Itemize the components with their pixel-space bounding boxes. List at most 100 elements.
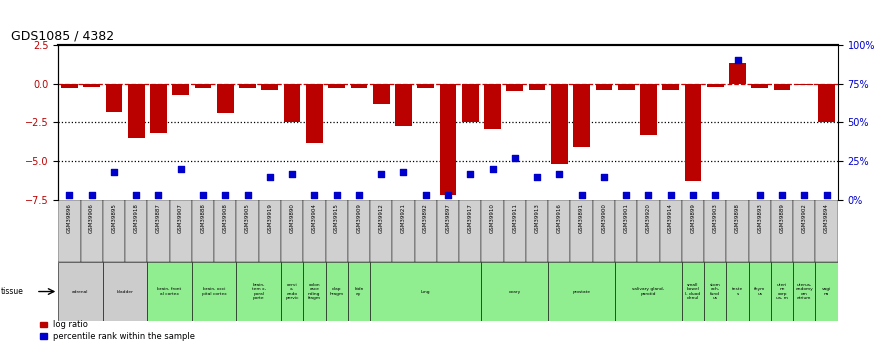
Text: GSM39888: GSM39888: [201, 203, 205, 233]
Bar: [618, 84, 634, 90]
FancyBboxPatch shape: [793, 262, 815, 321]
Text: GSM39920: GSM39920: [646, 203, 651, 233]
FancyBboxPatch shape: [103, 200, 125, 262]
Bar: [484, 84, 501, 129]
Text: lung: lung: [421, 289, 431, 294]
Bar: [284, 84, 300, 122]
FancyBboxPatch shape: [593, 200, 615, 262]
FancyBboxPatch shape: [793, 200, 815, 262]
Legend: log ratio, percentile rank within the sample: log ratio, percentile rank within the sa…: [40, 321, 195, 341]
Text: uteri
ne
corp
us, m: uteri ne corp us, m: [776, 283, 788, 300]
FancyBboxPatch shape: [727, 200, 749, 262]
Text: GSM39905: GSM39905: [245, 203, 250, 233]
Bar: [217, 84, 234, 113]
Text: GSM39909: GSM39909: [357, 203, 361, 233]
FancyBboxPatch shape: [659, 200, 682, 262]
Text: GSM39887: GSM39887: [156, 203, 161, 233]
FancyBboxPatch shape: [749, 200, 771, 262]
FancyBboxPatch shape: [437, 200, 459, 262]
FancyBboxPatch shape: [615, 262, 682, 321]
Text: bladder: bladder: [116, 289, 134, 294]
Text: GDS1085 / 4382: GDS1085 / 4382: [12, 29, 115, 42]
FancyBboxPatch shape: [504, 200, 526, 262]
Text: brain,
tem x,
poral
porte: brain, tem x, poral porte: [252, 283, 266, 300]
Bar: [640, 84, 657, 135]
Text: brain, front
al cortex: brain, front al cortex: [158, 287, 182, 296]
Text: GSM39898: GSM39898: [735, 203, 740, 233]
Bar: [395, 84, 412, 126]
Text: GSM39891: GSM39891: [579, 203, 584, 233]
Point: [597, 174, 611, 179]
Point: [107, 169, 121, 175]
FancyBboxPatch shape: [81, 200, 103, 262]
Text: GSM39900: GSM39900: [601, 203, 607, 233]
Text: brain, occi
pital cortex: brain, occi pital cortex: [202, 287, 227, 296]
Text: GSM39901: GSM39901: [624, 203, 629, 233]
Bar: [194, 84, 211, 88]
Text: GSM39912: GSM39912: [379, 203, 383, 233]
Text: GSM39904: GSM39904: [312, 203, 317, 233]
Text: GSM39916: GSM39916: [556, 203, 562, 233]
Text: GSM39893: GSM39893: [757, 203, 762, 233]
FancyBboxPatch shape: [237, 200, 259, 262]
Point: [196, 193, 211, 198]
FancyBboxPatch shape: [526, 200, 548, 262]
Point: [307, 193, 322, 198]
Point: [508, 155, 522, 161]
Bar: [128, 84, 144, 138]
Point: [374, 171, 388, 177]
FancyBboxPatch shape: [370, 262, 481, 321]
FancyBboxPatch shape: [749, 262, 771, 321]
Text: GSM39910: GSM39910: [490, 203, 495, 233]
Point: [664, 193, 678, 198]
Text: GSM39908: GSM39908: [223, 203, 228, 233]
Bar: [685, 84, 702, 181]
FancyBboxPatch shape: [281, 262, 303, 321]
Text: GSM39894: GSM39894: [824, 203, 829, 233]
Text: GSM39889: GSM39889: [780, 203, 785, 233]
FancyBboxPatch shape: [481, 200, 504, 262]
Bar: [239, 84, 256, 88]
Text: GSM39918: GSM39918: [134, 203, 139, 233]
FancyBboxPatch shape: [58, 200, 81, 262]
FancyBboxPatch shape: [259, 200, 281, 262]
FancyBboxPatch shape: [303, 262, 325, 321]
FancyBboxPatch shape: [103, 262, 147, 321]
Text: GSM39890: GSM39890: [289, 203, 295, 233]
Point: [619, 193, 633, 198]
Text: teste
s: teste s: [732, 287, 743, 296]
Point: [263, 174, 277, 179]
Bar: [262, 84, 278, 90]
Text: prostate: prostate: [573, 289, 590, 294]
Text: ovary: ovary: [509, 289, 521, 294]
Point: [151, 193, 166, 198]
FancyBboxPatch shape: [370, 200, 392, 262]
Point: [797, 193, 812, 198]
Bar: [151, 84, 167, 134]
Text: GSM39896: GSM39896: [67, 203, 72, 233]
Text: GSM39906: GSM39906: [89, 203, 94, 233]
Point: [62, 193, 76, 198]
Bar: [774, 84, 790, 90]
Bar: [418, 84, 434, 88]
Bar: [61, 84, 78, 88]
FancyBboxPatch shape: [771, 262, 793, 321]
FancyBboxPatch shape: [169, 200, 192, 262]
Text: salivary gland,
parotid: salivary gland, parotid: [633, 287, 665, 296]
Text: cervi
x,
endo
pervic: cervi x, endo pervic: [285, 283, 299, 300]
Bar: [529, 84, 546, 90]
Text: GSM39919: GSM39919: [267, 203, 272, 233]
Text: GSM39895: GSM39895: [111, 203, 116, 233]
Text: uterus,
endomy
om
etrium: uterus, endomy om etrium: [796, 283, 814, 300]
Bar: [573, 84, 590, 147]
Point: [352, 193, 366, 198]
Point: [174, 166, 188, 172]
Bar: [83, 84, 100, 87]
Point: [574, 193, 589, 198]
FancyBboxPatch shape: [125, 200, 147, 262]
Text: GSM39907: GSM39907: [178, 203, 184, 233]
FancyBboxPatch shape: [481, 262, 548, 321]
Text: GSM39921: GSM39921: [401, 203, 406, 233]
Bar: [662, 84, 679, 90]
Text: GSM39913: GSM39913: [535, 203, 539, 233]
